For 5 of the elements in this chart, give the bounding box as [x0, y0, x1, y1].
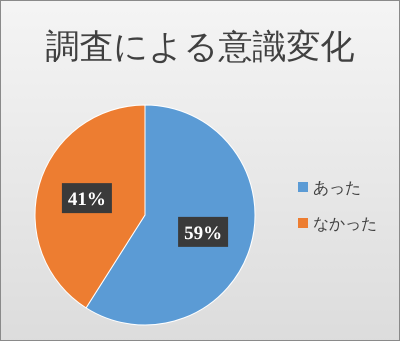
legend-label: なかった: [313, 214, 377, 233]
chart-title: 調査による意識変化: [46, 27, 354, 67]
data-label: 59%: [184, 222, 222, 244]
slice-label: あった: [313, 178, 361, 197]
data-label: 41%: [68, 189, 106, 210]
